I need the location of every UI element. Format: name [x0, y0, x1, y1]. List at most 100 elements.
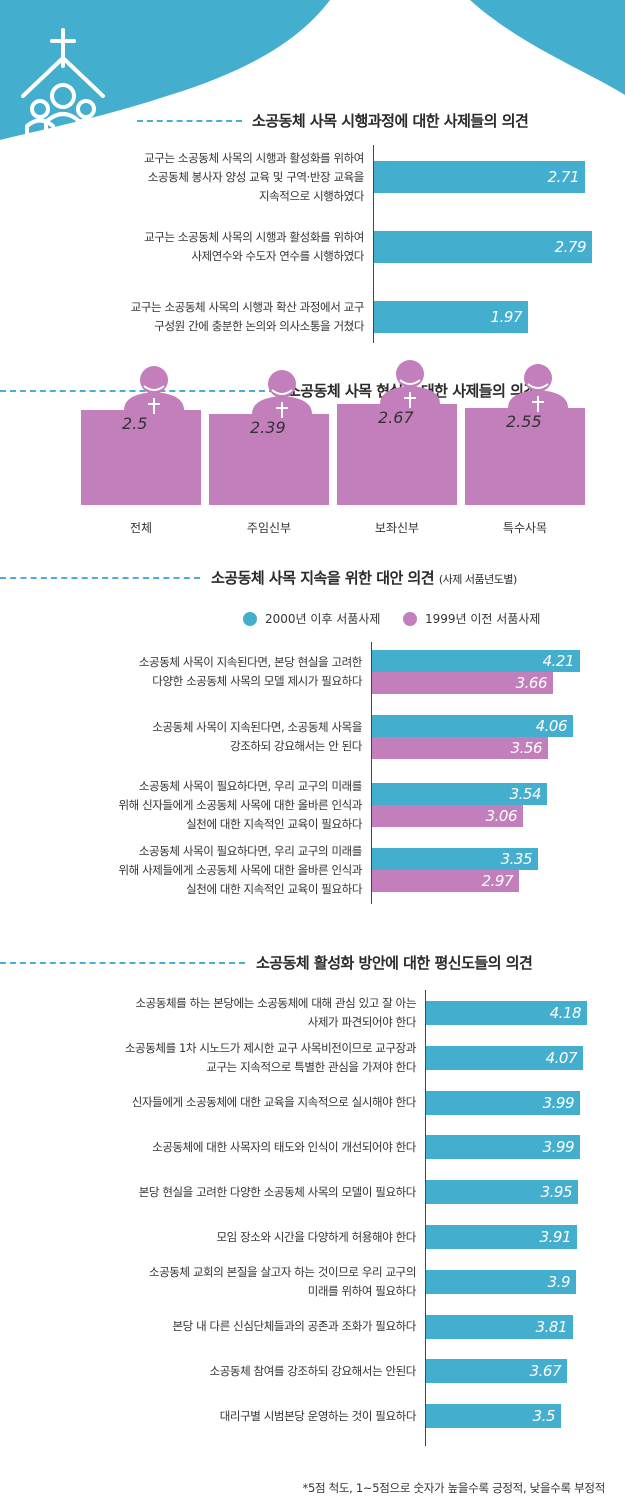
bar-label: 교구는 소공동체 사목의 시행과 활성화를 위하여 사제연수와 수도자 연수를 시… [144, 228, 364, 266]
bar-value: 3.56 [510, 739, 543, 757]
bar: 3.5 [426, 1404, 561, 1429]
bar-label-line: 사제가 파견되어야 한다 [307, 1015, 417, 1029]
bar: 4.18 [426, 1001, 587, 1025]
bar: 3.56 [372, 737, 548, 759]
bar: 4.06 [372, 715, 573, 737]
bar: 3.99 [426, 1135, 580, 1160]
bar-label-line: 소공동체를 1차 시노드가 제시한 교구 사목비전이므로 교구장과 [124, 1040, 417, 1055]
bar: 3.67 [426, 1359, 567, 1384]
category-label: 주임신부 [246, 521, 292, 535]
bar-label-line: 교구는 지속적으로 특별한 관심을 가져야 한다 [206, 1059, 416, 1074]
legend-swatch-pink [403, 611, 417, 626]
category-label: 보좌신부 [374, 521, 420, 535]
bar-label-line: 실천에 대한 지속적인 교육이 필요하다 [186, 816, 362, 831]
bar-label-line: 실천에 대한 지속적인 교육이 필요하다 [186, 881, 362, 896]
section-title-alternatives-text: 소공동체 사목 지속을 위한 대안 의견 [211, 569, 435, 587]
priest-icon [124, 366, 184, 424]
bar-value: 3.67 [529, 1362, 562, 1381]
bar [209, 414, 329, 505]
bar: 3.95 [426, 1180, 578, 1205]
bar-value: 2.55 [506, 412, 542, 431]
bar-label-line: 강조하되 강요해서는 안 된다 [230, 739, 362, 753]
bar-value: 1.97 [490, 308, 523, 326]
section-title-implementation: 소공동체 사목 시행과정에 대한 사제들의 의견 [252, 112, 529, 130]
bar-label: 모임 장소와 시간을 다양하게 허용해야 한다 [216, 1228, 416, 1247]
bar-label-line: 사제연수와 수도자 연수를 시행하였다 [191, 249, 364, 263]
priest-icon [508, 364, 568, 422]
section-title-alternatives: 소공동체 사목 지속을 위한 대안 의견 (사제 서품년도별) [211, 567, 517, 588]
bar-label-line: 모임 장소와 시간을 다양하게 허용해야 한다 [216, 1229, 416, 1244]
church-community-icon [21, 28, 105, 140]
bar-label: 소공동체를 하는 본당에는 소공동체에 대해 관심 있고 잘 아는 사제가 파견되… [135, 994, 416, 1032]
section-divider [137, 120, 242, 122]
bar: 3.81 [426, 1314, 573, 1339]
bar-label: 신자들에게 소공동체에 대한 교육을 지속적으로 실시해야 한다 [131, 1093, 417, 1112]
category-label: 전체 [129, 521, 153, 535]
bar-label-line: 소공동체 사목이 필요하다면, 우리 교구의 미래를 [138, 843, 363, 858]
bar-label-line: 교구는 소공동체 사목의 시행과 활성화를 위하여 [144, 150, 364, 165]
bar-label-line: 미래를 위하여 필요하다 [307, 1283, 417, 1298]
bar [465, 408, 585, 505]
bar-value: 3.91 [539, 1228, 572, 1246]
bar: 2.97 [372, 870, 519, 892]
top-left-wave [0, 0, 330, 140]
section-divider [0, 390, 275, 392]
category-label: 특수사목 [502, 521, 548, 535]
bar-value: 3.35 [500, 850, 533, 868]
bar-label: 소공동체 사목이 필요하다면, 우리 교구의 미래를 위해 신자들에게 소공동체 … [119, 777, 363, 834]
bar-label-line: 소공동체에 대한 사목자의 태도와 인식이 개선되어야 한다 [152, 1139, 416, 1154]
bar-label: 본당 내 다른 신심단체들과의 공존과 조화가 필요하다 [173, 1317, 417, 1336]
bar-label-line: 소공동체 사목이 필요하다면, 우리 교구의 미래를 [138, 778, 363, 793]
bar-value: 2.5 [122, 414, 148, 433]
bar: 2.79 [374, 231, 592, 263]
legend-label: 2000년 이후 서품사제 [265, 612, 381, 626]
bar-value: 3.81 [535, 1317, 568, 1336]
bar-value: 3.5 [532, 1407, 556, 1426]
section-title-alternatives-note: (사제 서품년도별) [438, 573, 517, 586]
bar-value: 4.21 [542, 652, 575, 670]
bar: 4.21 [372, 650, 580, 672]
bar-label-line: 소공동체 사목이 지속된다면, 본당 현실을 고려한 [138, 655, 363, 669]
bar-value: 4.07 [545, 1048, 578, 1067]
bar [337, 404, 457, 505]
chart-axis [425, 990, 426, 1446]
bar-label-line: 지속적으로 시행하였다 [258, 188, 364, 203]
bar-label-line: 구성원 간에 충분한 논의와 의사소통을 거쳤다 [154, 319, 364, 333]
bar-value: 2.39 [250, 418, 286, 437]
bar-value: 3.95 [540, 1183, 573, 1202]
bar-label-line: 신자들에게 소공동체에 대한 교육을 지속적으로 실시해야 한다 [131, 1095, 417, 1110]
bar-value: 2.71 [547, 168, 580, 186]
bar: 1.97 [374, 301, 528, 333]
bar: 2.71 [374, 161, 585, 193]
bar-label-line: 다양한 소공동체 사목의 모델 제시가 필요하다 [152, 674, 362, 688]
bar-value: 4.18 [549, 1004, 582, 1022]
bar-label-line: 본당 내 다른 신심단체들과의 공존과 조화가 필요하다 [172, 1319, 417, 1334]
section-title-laity: 소공동체 활성화 방안에 대한 평신도들의 의견 [256, 954, 533, 972]
bar-label-line: 교구는 소공동체 사목의 시행과 확산 과정에서 교구 [130, 300, 365, 314]
bar-value: 2.79 [554, 238, 587, 256]
priest-icon [380, 360, 440, 418]
chart-axis [371, 642, 372, 904]
bar: 3.06 [372, 805, 523, 827]
bar [81, 410, 201, 505]
bar-label: 소공동체 사목이 지속된다면, 소공동체 사목을 강조하되 강요해서는 안 된다 [152, 718, 362, 756]
bar-label: 대리구별 시범본당 운영하는 것이 필요하다 [219, 1407, 417, 1426]
bar-label-line: 대리구별 시범본당 운영하는 것이 필요하다 [219, 1408, 417, 1423]
bar: 3.91 [426, 1225, 577, 1249]
bar-label-line: 소공동체 교회의 본질을 살고자 하는 것이므로 우리 교구의 [148, 1264, 417, 1279]
bar-value: 3.66 [515, 674, 548, 692]
bar: 3.9 [426, 1269, 576, 1294]
bar-value: 2.97 [481, 872, 514, 890]
top-right-wave [470, 0, 625, 95]
bar: 3.66 [372, 672, 553, 694]
legend-item-1999-before: 1999년 이전 서품사제 [403, 610, 540, 627]
bar-label-line: 소공동체 봉사자 양성 교육 및 구역·반장 교육을 [147, 169, 365, 184]
section-divider [0, 962, 245, 964]
bar: 3.99 [426, 1090, 580, 1115]
bar-label: 소공동체 사목이 필요하다면, 우리 교구의 미래를 위해 사제들에게 소공동체 … [119, 842, 363, 899]
